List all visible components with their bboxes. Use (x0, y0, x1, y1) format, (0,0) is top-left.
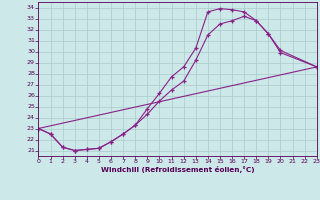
X-axis label: Windchill (Refroidissement éolien,°C): Windchill (Refroidissement éolien,°C) (101, 166, 254, 173)
